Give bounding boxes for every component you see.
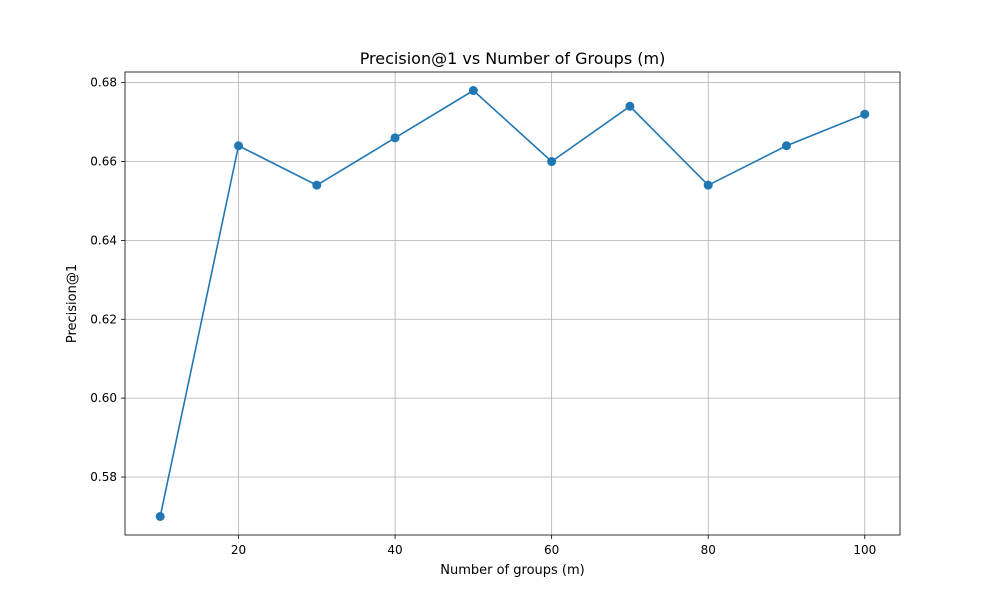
x-tick-label: 80 bbox=[701, 543, 716, 557]
tick-layer: 20 40 60 80 100 0.58 0.60 0.62 0.64 0.66 0.68 bbox=[90, 76, 876, 557]
x-tick-label: 60 bbox=[544, 543, 559, 557]
y-tick-label: 0.60 bbox=[90, 391, 117, 405]
data-point bbox=[703, 180, 713, 190]
data-point bbox=[234, 141, 244, 151]
x-tick-label: 100 bbox=[853, 543, 876, 557]
x-tick-label: 40 bbox=[387, 543, 402, 557]
series-layer bbox=[155, 86, 870, 521]
y-axis-label: Precision@1 bbox=[65, 264, 80, 343]
data-point bbox=[155, 511, 165, 521]
data-point bbox=[390, 133, 400, 143]
data-point bbox=[468, 86, 478, 96]
grid-layer bbox=[125, 72, 900, 535]
y-tick-label: 0.62 bbox=[90, 312, 117, 326]
y-tick-label: 0.64 bbox=[90, 233, 117, 247]
x-axis-label: Number of groups (m) bbox=[440, 563, 585, 578]
y-tick-label: 0.68 bbox=[90, 76, 117, 90]
data-point bbox=[860, 109, 870, 119]
y-tick-label: 0.58 bbox=[90, 470, 117, 484]
data-point bbox=[781, 141, 791, 151]
series-line bbox=[159, 89, 866, 517]
data-point bbox=[625, 101, 635, 111]
data-point bbox=[312, 180, 322, 190]
plot-area-frame bbox=[124, 71, 901, 536]
chart-title: Precision@1 vs Number of Groups (m) bbox=[360, 49, 666, 68]
data-point bbox=[547, 157, 557, 167]
x-tick-label: 20 bbox=[231, 543, 246, 557]
y-tick-label: 0.66 bbox=[90, 155, 117, 169]
